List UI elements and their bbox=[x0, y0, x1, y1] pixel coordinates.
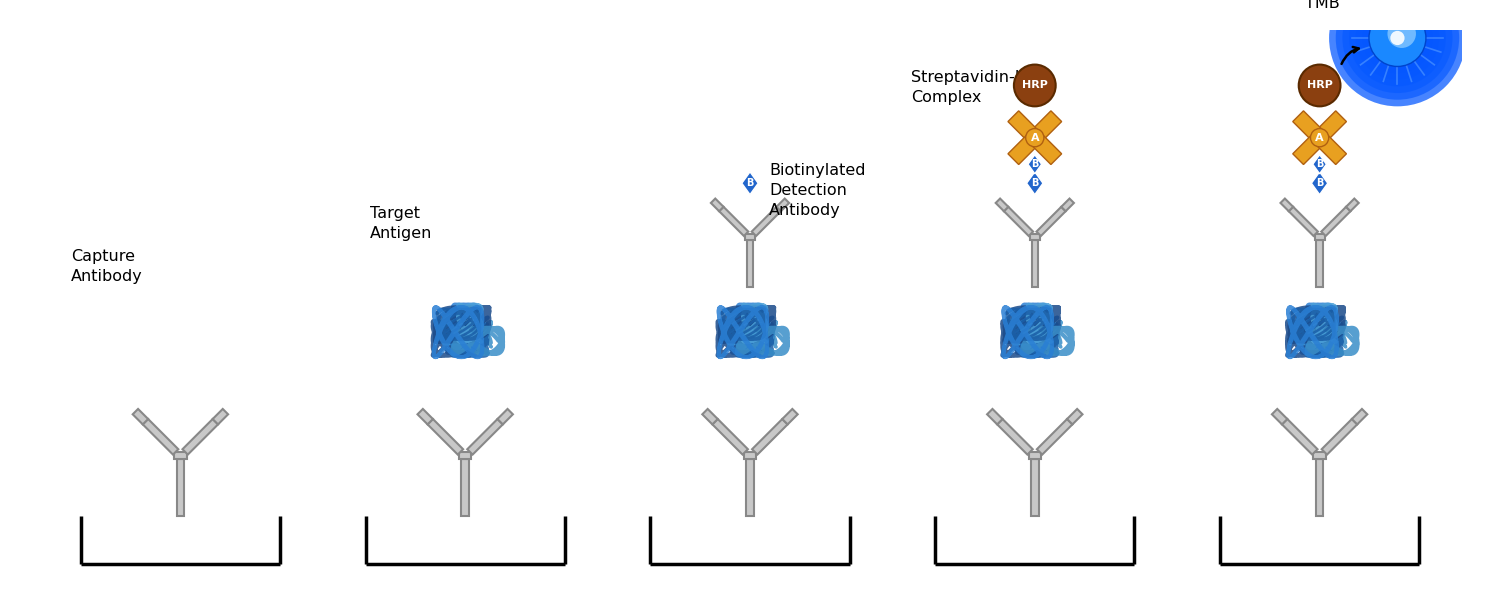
Text: A: A bbox=[1030, 133, 1039, 143]
Circle shape bbox=[1362, 3, 1432, 73]
Polygon shape bbox=[1293, 133, 1324, 164]
Polygon shape bbox=[468, 419, 502, 455]
Polygon shape bbox=[427, 419, 464, 455]
Polygon shape bbox=[1008, 111, 1040, 143]
Polygon shape bbox=[1008, 133, 1040, 164]
Text: Target
Antigen: Target Antigen bbox=[370, 206, 432, 241]
Text: B: B bbox=[1030, 178, 1038, 188]
Bar bbox=[462, 460, 470, 517]
Circle shape bbox=[1370, 10, 1426, 67]
Polygon shape bbox=[183, 419, 218, 455]
Polygon shape bbox=[1029, 111, 1062, 143]
Polygon shape bbox=[783, 409, 798, 424]
Text: B: B bbox=[747, 178, 753, 188]
Polygon shape bbox=[1036, 419, 1072, 455]
Polygon shape bbox=[1322, 207, 1350, 236]
Polygon shape bbox=[752, 419, 788, 455]
Polygon shape bbox=[417, 409, 434, 424]
Text: Streptavidin-HRP
Complex: Streptavidin-HRP Complex bbox=[912, 70, 1048, 105]
Bar bbox=[177, 460, 184, 517]
Polygon shape bbox=[498, 409, 513, 424]
Circle shape bbox=[1348, 0, 1446, 86]
Circle shape bbox=[1026, 128, 1044, 147]
Circle shape bbox=[1342, 0, 1452, 93]
Circle shape bbox=[1356, 0, 1438, 80]
Polygon shape bbox=[1293, 111, 1324, 143]
Polygon shape bbox=[1066, 409, 1083, 424]
Circle shape bbox=[1299, 65, 1341, 106]
Polygon shape bbox=[1322, 419, 1358, 455]
Polygon shape bbox=[712, 419, 748, 455]
Polygon shape bbox=[742, 172, 758, 194]
Polygon shape bbox=[1314, 111, 1347, 143]
Polygon shape bbox=[1314, 133, 1347, 164]
Polygon shape bbox=[998, 419, 1032, 455]
Circle shape bbox=[1390, 31, 1404, 45]
Bar bbox=[1316, 460, 1323, 517]
Bar bbox=[1030, 460, 1038, 517]
Polygon shape bbox=[1346, 199, 1359, 211]
Polygon shape bbox=[132, 409, 148, 424]
Polygon shape bbox=[1312, 155, 1326, 174]
Circle shape bbox=[1388, 19, 1416, 48]
Polygon shape bbox=[1281, 199, 1293, 211]
Circle shape bbox=[1329, 0, 1466, 106]
Polygon shape bbox=[1026, 172, 1042, 194]
Bar bbox=[747, 240, 753, 287]
Text: B: B bbox=[1316, 178, 1323, 188]
Polygon shape bbox=[777, 199, 789, 211]
Text: HRP: HRP bbox=[1306, 80, 1332, 91]
Bar bbox=[746, 234, 754, 240]
Text: B: B bbox=[1030, 159, 1038, 169]
Text: Capture
Antibody: Capture Antibody bbox=[70, 249, 142, 284]
Bar bbox=[1029, 452, 1041, 460]
Polygon shape bbox=[1004, 207, 1034, 236]
Polygon shape bbox=[1352, 409, 1368, 424]
Bar bbox=[744, 452, 756, 460]
Polygon shape bbox=[752, 207, 782, 236]
Bar bbox=[1029, 234, 1039, 240]
Circle shape bbox=[1335, 0, 1460, 100]
Circle shape bbox=[1014, 65, 1056, 106]
Polygon shape bbox=[1282, 419, 1317, 455]
Bar bbox=[1314, 234, 1324, 240]
Text: B: B bbox=[1316, 159, 1323, 169]
Polygon shape bbox=[996, 199, 1008, 211]
Polygon shape bbox=[1028, 155, 1041, 174]
Polygon shape bbox=[711, 199, 723, 211]
Polygon shape bbox=[1272, 409, 1287, 424]
Polygon shape bbox=[1062, 199, 1074, 211]
Text: Biotinylated
Detection
Antibody: Biotinylated Detection Antibody bbox=[770, 163, 865, 218]
Bar bbox=[1314, 452, 1326, 460]
Polygon shape bbox=[1288, 207, 1318, 236]
Bar bbox=[459, 452, 471, 460]
Circle shape bbox=[1311, 128, 1329, 147]
Polygon shape bbox=[1036, 207, 1065, 236]
Bar bbox=[746, 460, 754, 517]
Bar bbox=[174, 452, 186, 460]
Bar bbox=[1032, 240, 1038, 287]
Bar bbox=[1317, 240, 1323, 287]
Polygon shape bbox=[987, 409, 1002, 424]
Text: TMB: TMB bbox=[1305, 0, 1340, 11]
Polygon shape bbox=[1029, 133, 1062, 164]
Polygon shape bbox=[702, 409, 717, 424]
Text: HRP: HRP bbox=[1022, 80, 1047, 91]
Polygon shape bbox=[718, 207, 748, 236]
Polygon shape bbox=[142, 419, 178, 455]
Polygon shape bbox=[213, 409, 228, 424]
Polygon shape bbox=[1311, 172, 1328, 194]
Text: A: A bbox=[1316, 133, 1324, 143]
